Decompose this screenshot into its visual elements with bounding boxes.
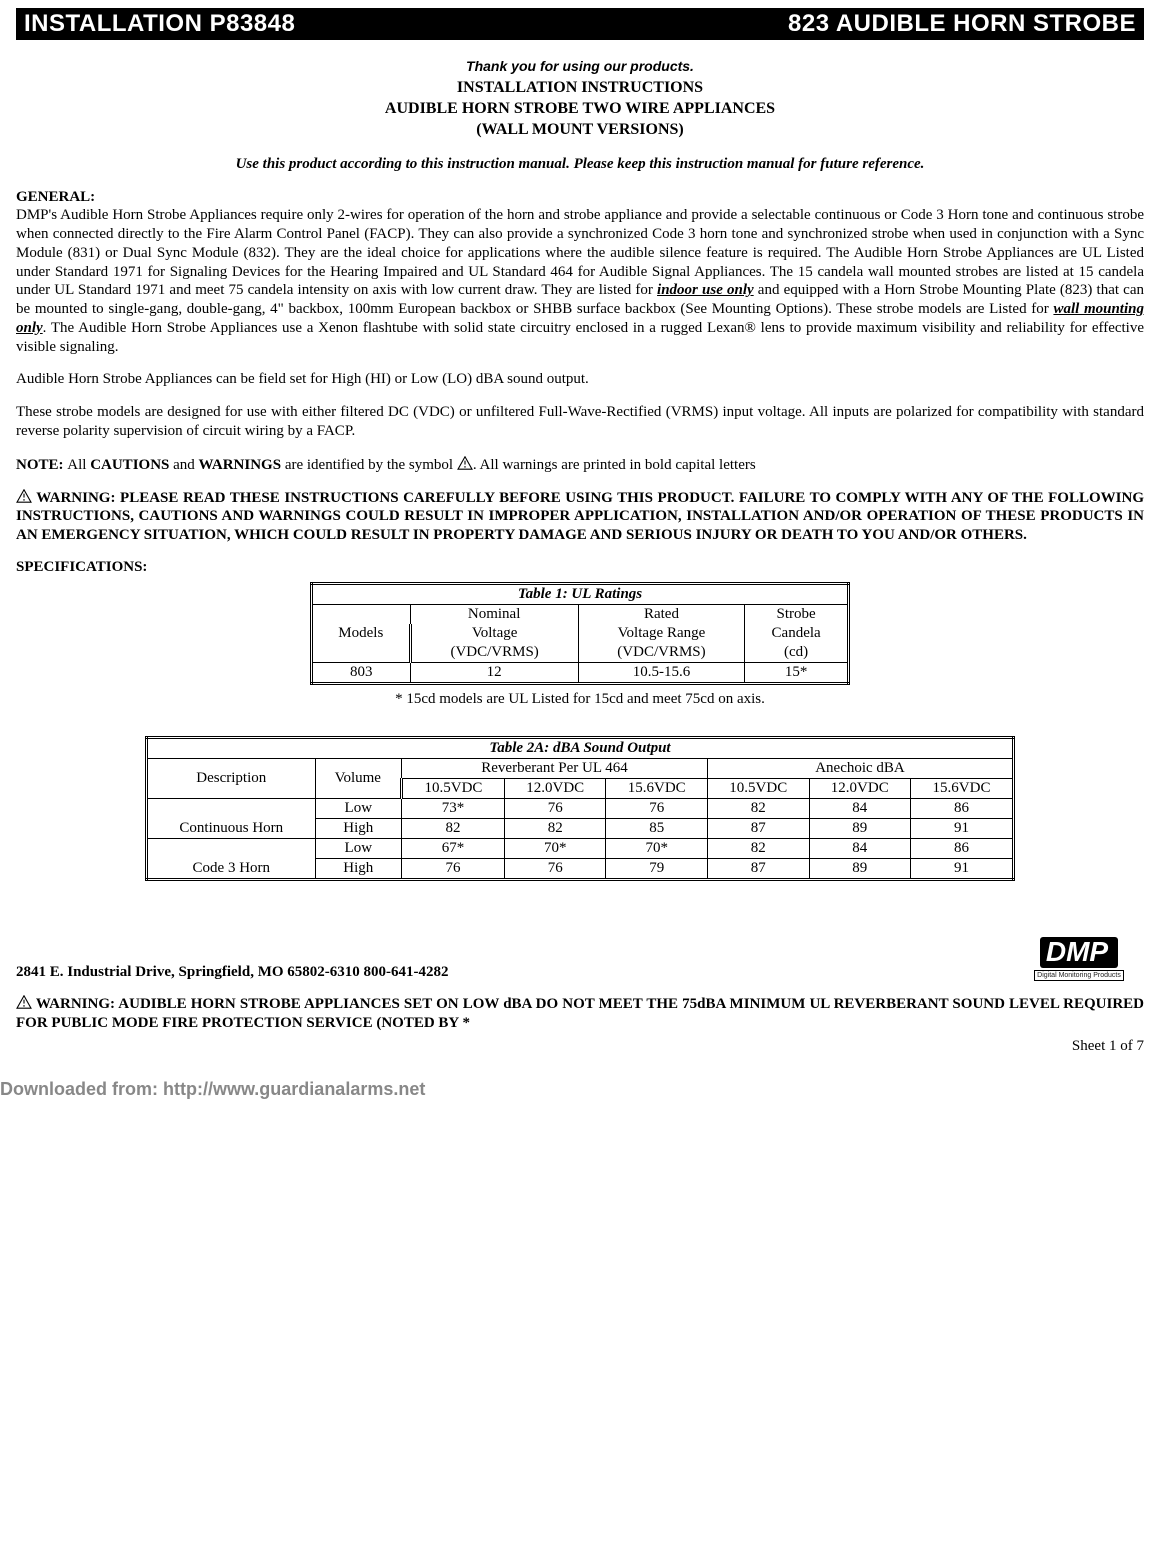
company-address: 2841 E. Industrial Drive, Springfield, M… <box>16 964 449 981</box>
title-line-3: (WALL MOUNT VERSIONS) <box>16 120 1144 141</box>
logo-subtext: Digital Monitoring Products <box>1034 970 1124 981</box>
table1-caption: Table 1: UL Ratings <box>312 583 849 604</box>
warning-triangle-icon <box>16 489 32 503</box>
warning-1: WARNING: PLEASE READ THESE INSTRUCTIONS … <box>16 489 1144 545</box>
title-line-2: AUDIBLE HORN STROBE TWO WIRE APPLIANCES <box>16 99 1144 120</box>
thank-you-line: Thank you for using our products. <box>16 58 1144 74</box>
header-right: 823 AUDIBLE HORN STROBE <box>788 10 1136 38</box>
table1-footnote: * 15cd models are UL Listed for 15cd and… <box>16 691 1144 708</box>
download-source-line: Downloaded from: http://www.guardianalar… <box>0 1075 1160 1106</box>
title-line-1: INSTALLATION INSTRUCTIONS <box>16 78 1144 99</box>
general-para-2: Audible Horn Strobe Appliances can be fi… <box>16 370 1144 389</box>
general-para-1: DMP's Audible Horn Strobe Appliances req… <box>16 206 1144 356</box>
header-left: INSTALLATION P83848 <box>24 10 295 38</box>
warning-triangle-icon <box>457 456 473 470</box>
logo-text: DMP <box>1040 937 1118 968</box>
warning-2: WARNING: AUDIBLE HORN STROBE APPLIANCES … <box>16 995 1144 1033</box>
specs-heading: SPECIFICATIONS: <box>16 559 1144 576</box>
company-logo: DMP Digital Monitoring Products <box>1014 929 1144 981</box>
general-para-3: These strobe models are designed for use… <box>16 403 1144 441</box>
table2-caption: Table 2A: dBA Sound Output <box>147 737 1014 758</box>
sheet-number: Sheet 1 of 7 <box>16 1038 1144 1055</box>
warning-triangle-icon <box>16 995 32 1009</box>
table-ul-ratings: Table 1: UL Ratings Models Nominal Rated… <box>310 582 850 685</box>
header-bar: INSTALLATION P83848 823 AUDIBLE HORN STR… <box>16 8 1144 40</box>
note-line: NOTE: All CAUTIONS and WARNINGS are iden… <box>16 456 1144 474</box>
address-row: 2841 E. Industrial Drive, Springfield, M… <box>16 929 1144 981</box>
manual-note: Use this product according to this instr… <box>16 156 1144 173</box>
general-heading: GENERAL: <box>16 189 1144 206</box>
table-dba-sound-output: Table 2A: dBA Sound Output Description V… <box>145 736 1015 881</box>
indoor-use-only: indoor use only <box>657 282 754 298</box>
title-block: INSTALLATION INSTRUCTIONS AUDIBLE HORN S… <box>16 78 1144 140</box>
